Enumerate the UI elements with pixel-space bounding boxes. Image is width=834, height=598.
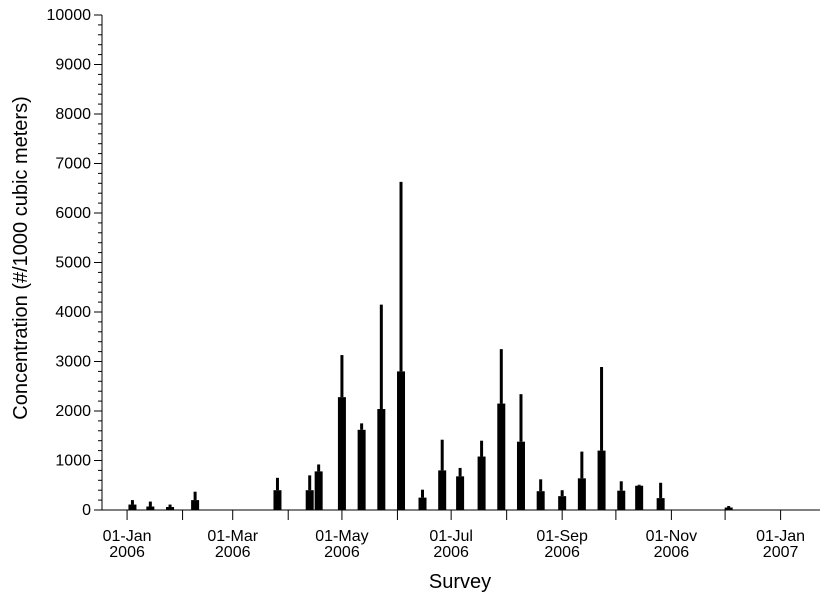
x-tick-label: 01-Jan [756,528,805,545]
y-tick-label: 4000 [55,304,91,321]
y-tick-label: 9000 [55,57,91,74]
x-axis: 01-Jan200601-Mar200601-May200601-Jul2006… [102,509,820,561]
bar [477,456,486,510]
bar [497,403,506,510]
x-tick-year-label: 2006 [109,544,145,561]
x-tick-year-label: 2006 [215,544,251,561]
bar [377,409,386,510]
y-tick-label: 7000 [55,156,91,173]
x-tick-year-label: 2006 [544,544,580,561]
x-tick-label: 01-Nov [646,528,698,545]
y-tick-label: 5000 [55,255,91,272]
x-tick-label: 01-May [315,528,368,545]
bar [577,478,586,510]
bar [558,496,567,510]
bar [418,497,427,510]
x-tick-year-label: 2006 [324,544,360,561]
y-tick-label: 3000 [55,354,91,371]
x-axis-title: Survey [429,571,491,593]
bar [635,485,644,510]
x-tick-year-label: 2007 [763,544,799,561]
bar [191,500,200,510]
bar [597,450,606,510]
bar [438,470,447,510]
y-tick-label: 1000 [55,453,91,470]
y-tick-label: 6000 [55,205,91,222]
x-tick-year-label: 2006 [654,544,690,561]
bar [397,371,406,510]
y-tick-label: 10000 [47,7,92,24]
y-tick-label: 8000 [55,106,91,123]
x-tick-label: 01-Jan [103,528,152,545]
x-tick-label: 01-Mar [207,528,258,545]
bar [166,507,175,510]
bars-layer [128,181,733,510]
bar [128,504,137,510]
bar [656,498,665,510]
bar [724,507,733,510]
bar [516,441,525,510]
y-axis: 0 1000 2000 3000 4000 5000 6000 7000 8000 9000 100… [47,7,103,519]
bar [456,476,465,510]
bar [357,429,366,510]
x-tick-label: 01-Jul [429,528,473,545]
y-axis-title: Concentration (#/1000 cubic meters) [10,96,32,420]
bar [314,471,323,510]
bar [536,491,545,510]
bar [273,490,282,510]
bar [146,506,155,510]
bar [617,490,626,510]
y-tick-label: 2000 [55,403,91,420]
bar [337,397,346,510]
bar [305,490,314,510]
x-tick-label: 01-Sep [536,528,588,545]
x-tick-year-label: 2006 [433,544,469,561]
y-tick-label: 0 [82,502,91,519]
